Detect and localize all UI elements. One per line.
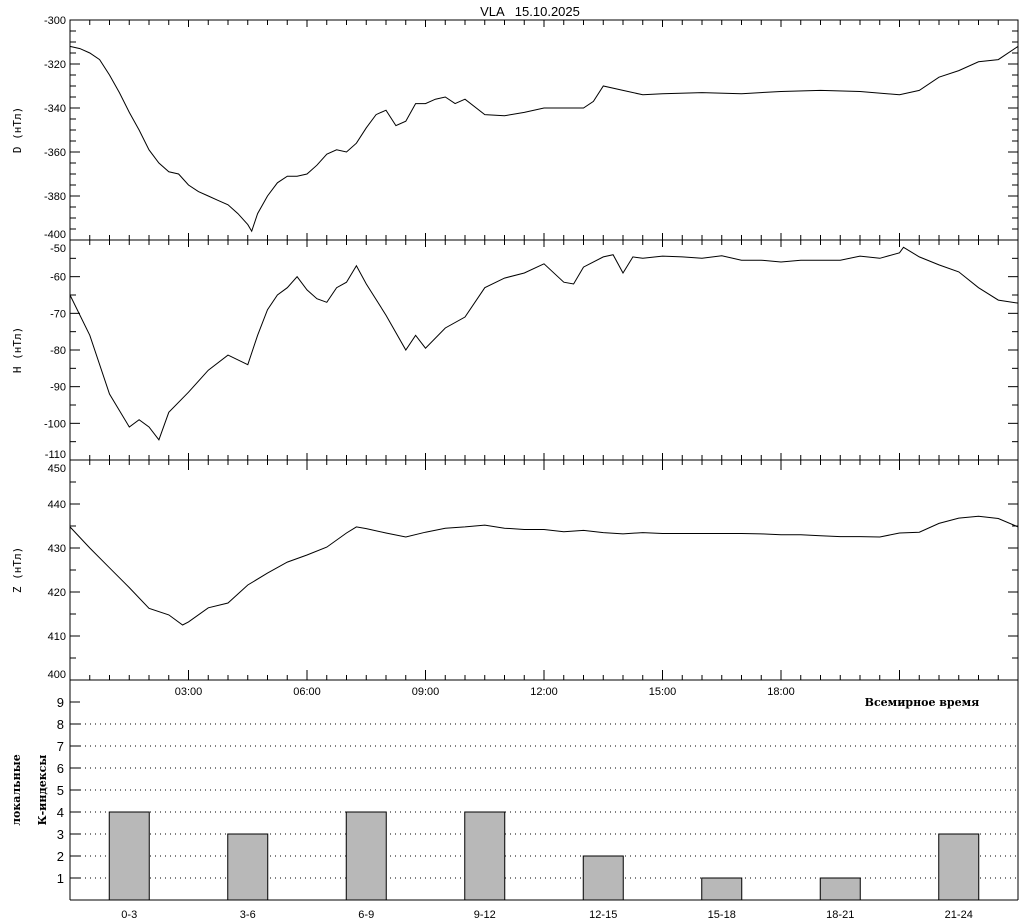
y-tick-label: -90 bbox=[50, 382, 66, 394]
x-tick-label: 06:00 bbox=[293, 686, 321, 698]
k-y-tick-label: 5 bbox=[57, 783, 64, 798]
k-index-bar bbox=[819, 877, 861, 901]
x-tick-label: 03:00 bbox=[175, 686, 203, 698]
k-index-bar bbox=[108, 811, 150, 901]
x-tick-label: 15:00 bbox=[649, 686, 677, 698]
y-tick-label: -60 bbox=[50, 272, 66, 284]
k-category-label: 12-15 bbox=[589, 909, 617, 921]
x-axis-title: Всемирное время bbox=[865, 696, 980, 709]
d-series-line bbox=[69, 45, 1019, 233]
k-y-tick-label: 8 bbox=[57, 717, 64, 732]
k-y-tick-label: 4 bbox=[57, 805, 64, 820]
x-tick-label: 12:00 bbox=[530, 686, 558, 698]
y-tick-label: 420 bbox=[48, 587, 66, 599]
panel-frame-2 bbox=[69, 459, 1019, 681]
panel-frame-1 bbox=[69, 239, 1019, 461]
y-tick-label: -320 bbox=[44, 59, 66, 71]
y-tick-label: 410 bbox=[48, 631, 66, 643]
y-tick-label: 440 bbox=[48, 499, 66, 511]
y-tick-label: -110 bbox=[45, 449, 66, 461]
k-y-tick-label: 1 bbox=[57, 871, 64, 886]
k-index-bar bbox=[345, 811, 387, 901]
k-category-label: 9-12 bbox=[474, 909, 496, 921]
panel-frame-0 bbox=[69, 19, 1019, 241]
k-axis-label-1: локальные bbox=[10, 754, 23, 825]
chart-title: VLA 15.10.2025 bbox=[480, 4, 580, 19]
y-tick-label: -300 bbox=[44, 15, 66, 27]
k-axis-label-2: К-индексы bbox=[36, 755, 49, 826]
x-tick-label: 09:00 bbox=[412, 686, 440, 698]
k-index-bar bbox=[938, 833, 980, 901]
k-y-tick-label: 6 bbox=[57, 761, 64, 776]
y-tick-label: 450 bbox=[48, 463, 66, 475]
y-tick-label: -380 bbox=[44, 191, 66, 203]
h-series-line bbox=[69, 246, 1019, 441]
z-series-line bbox=[69, 515, 1019, 626]
k-y-tick-label: 9 bbox=[57, 695, 64, 710]
k-index-bar bbox=[582, 855, 624, 901]
k-y-tick-label: 2 bbox=[57, 849, 64, 864]
k-category-label: 3-6 bbox=[240, 909, 256, 921]
x-tick-label: 18:00 bbox=[767, 686, 795, 698]
k-index-bar bbox=[227, 833, 269, 901]
y-tick-label: -400 bbox=[44, 229, 66, 241]
y-tick-label: -70 bbox=[50, 308, 66, 320]
k-category-label: 15-18 bbox=[708, 909, 736, 921]
k-category-label: 21-24 bbox=[945, 909, 973, 921]
k-index-bar bbox=[464, 811, 506, 901]
y-tick-label: 430 bbox=[48, 543, 66, 555]
y-tick-label: -340 bbox=[44, 103, 66, 115]
k-y-tick-label: 7 bbox=[57, 739, 64, 754]
z-axis-label: Z (нТл) bbox=[11, 547, 24, 593]
h-axis-label: H (нТл) bbox=[11, 327, 24, 373]
k-y-tick-label: 3 bbox=[57, 827, 64, 842]
k-category-label: 0-3 bbox=[121, 909, 137, 921]
y-tick-label: -80 bbox=[50, 345, 66, 357]
k-index-bar bbox=[701, 877, 743, 901]
y-tick-label: -100 bbox=[44, 418, 66, 430]
y-tick-label: -360 bbox=[44, 147, 66, 159]
y-tick-label: 400 bbox=[48, 669, 66, 681]
k-category-label: 18-21 bbox=[826, 909, 854, 921]
d-axis-label: D (нТл) bbox=[11, 107, 24, 153]
y-tick-label: -50 bbox=[50, 243, 66, 255]
k-category-label: 6-9 bbox=[358, 909, 374, 921]
